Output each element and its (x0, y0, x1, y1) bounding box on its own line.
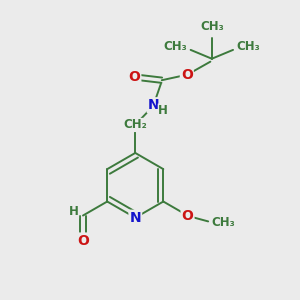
Text: CH₃: CH₃ (211, 216, 235, 230)
Text: O: O (182, 208, 194, 223)
Text: O: O (77, 233, 89, 248)
Text: CH₃: CH₃ (237, 40, 260, 53)
Text: H: H (158, 104, 168, 117)
Text: N: N (148, 98, 159, 112)
Text: CH₃: CH₃ (163, 40, 187, 53)
Text: N: N (130, 211, 141, 225)
Text: O: O (181, 68, 193, 82)
Text: CH₃: CH₃ (200, 20, 224, 33)
Text: CH₂: CH₂ (123, 118, 147, 131)
Text: O: O (128, 70, 140, 84)
Text: H: H (69, 206, 79, 218)
